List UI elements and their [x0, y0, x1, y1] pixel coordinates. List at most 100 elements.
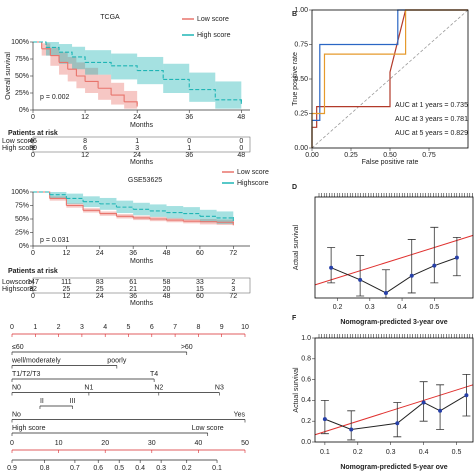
- risk-count: 61: [129, 279, 137, 286]
- x-tick-label: 0.1: [320, 449, 330, 456]
- risk-row-name: High score: [2, 145, 36, 152]
- calibration-point: [432, 263, 437, 268]
- risk-count: 0: [187, 138, 191, 145]
- confidence-band: [163, 63, 190, 93]
- row-label: Low score: [192, 425, 224, 432]
- risk-x-tick-label: 0: [31, 293, 35, 300]
- survival-step: [33, 41, 43, 49]
- survival-step: [137, 70, 164, 80]
- panel-label: D: [292, 184, 297, 191]
- risk-count: 0: [239, 145, 243, 152]
- p-value: p = 0.031: [40, 237, 69, 244]
- survival-tick-label: 0.2: [182, 465, 192, 472]
- plot-frame: [314, 337, 474, 443]
- survival-step: [33, 191, 51, 195]
- row-label: II: [40, 398, 44, 405]
- row-label: T4: [150, 371, 158, 378]
- x-tick-label: 0.00: [305, 152, 319, 159]
- survival-step: [41, 48, 51, 56]
- survival-step: [67, 68, 77, 76]
- x-tick-label: 0.25: [344, 152, 358, 159]
- x-tick-label: 0.3: [365, 304, 375, 311]
- survival-step: [98, 87, 112, 96]
- survival-step: [46, 46, 60, 53]
- y-tick-label: 0.75: [294, 41, 308, 48]
- survival-step: [183, 213, 201, 217]
- x-tick-label: 0.5: [452, 449, 462, 456]
- roc-curve: [311, 9, 468, 148]
- panel-label: F: [292, 315, 297, 322]
- confidence-band: [50, 47, 60, 66]
- risk-table-box: [32, 277, 251, 294]
- ideal-line: [314, 384, 474, 436]
- survival-step: [59, 61, 69, 70]
- risk-x-tick-label: 24: [96, 293, 104, 300]
- y-tick-label: 0.50: [294, 76, 308, 83]
- y-axis-label: Actual survival: [293, 224, 300, 270]
- total-tick-label: 30: [148, 440, 156, 447]
- legend-label: AUC at 3 years = 0.781: [395, 116, 468, 123]
- survival-tick-label: 0.5: [114, 465, 124, 472]
- points-tick-label: 9: [220, 324, 224, 331]
- x-tick-label: 0.75: [422, 152, 436, 159]
- risk-table-box: [32, 136, 251, 153]
- risk-x-tick-label: 0: [31, 152, 35, 159]
- x-tick-label: 0.5: [429, 304, 439, 311]
- error-bar: [347, 410, 356, 441]
- survival-step: [111, 65, 138, 71]
- calibration-point: [421, 400, 426, 405]
- confidence-band: [85, 67, 99, 93]
- row-label: III: [70, 398, 76, 405]
- row-label: N3: [215, 384, 224, 391]
- survival-step: [163, 78, 190, 90]
- x-axis-label: Months: [130, 258, 153, 265]
- risk-count: 1: [187, 145, 191, 152]
- survival-step: [99, 213, 118, 217]
- confidence-band: [111, 53, 138, 80]
- risk-count: 25: [62, 286, 70, 293]
- x-tick-label: 60: [196, 250, 204, 257]
- row-label: ≤60: [12, 344, 24, 351]
- row-label: N2: [154, 384, 163, 391]
- total-tick-label: 40: [195, 440, 203, 447]
- risk-count: 15: [196, 286, 204, 293]
- legend-label: Low score: [197, 16, 229, 23]
- points-tick-label: 0: [10, 324, 14, 331]
- y-tick-label: 0.6: [301, 376, 311, 383]
- survival-step: [33, 191, 51, 199]
- confidence-band: [41, 43, 51, 56]
- risk-x-tick-label: 60: [196, 293, 204, 300]
- plot-frame: [314, 196, 474, 299]
- y-tick-label: 0.0: [301, 439, 311, 446]
- survival-step: [72, 56, 86, 63]
- risk-count: 1: [135, 138, 139, 145]
- risk-count: 0: [239, 138, 243, 145]
- survival-step: [83, 201, 101, 204]
- legend-label: AUC at 1 years = 0.735: [395, 102, 468, 109]
- survival-step: [99, 203, 118, 208]
- confidence-band: [124, 90, 138, 109]
- survival-step: [116, 206, 134, 210]
- calibration-point: [395, 421, 400, 426]
- x-tick-label: 0.2: [333, 304, 343, 311]
- error-bar: [393, 402, 402, 438]
- calibration-point: [322, 417, 327, 422]
- risk-x-axis-label: Months: [130, 159, 153, 166]
- survival-tick-label: 0.1: [212, 465, 222, 472]
- risk-row-name: Highscore: [2, 286, 34, 293]
- y-tick-label: 75%: [15, 202, 29, 209]
- ideal-line: [314, 234, 474, 286]
- points-tick-label: 7: [173, 324, 177, 331]
- y-tick-label: 1.00: [294, 7, 308, 14]
- survival-step: [183, 220, 201, 222]
- calibration-point: [329, 265, 334, 270]
- y-tick-label: 25%: [15, 90, 29, 97]
- points-tick-label: 4: [103, 324, 107, 331]
- legend-label: Low score: [237, 169, 269, 176]
- y-axis-label: Overall survival: [5, 52, 12, 100]
- y-tick-label: 75%: [15, 56, 29, 63]
- x-tick-label: 24: [133, 114, 141, 121]
- risk-x-axis-label: Months: [130, 300, 153, 307]
- confidence-band: [72, 46, 86, 70]
- calibration-point: [409, 273, 414, 278]
